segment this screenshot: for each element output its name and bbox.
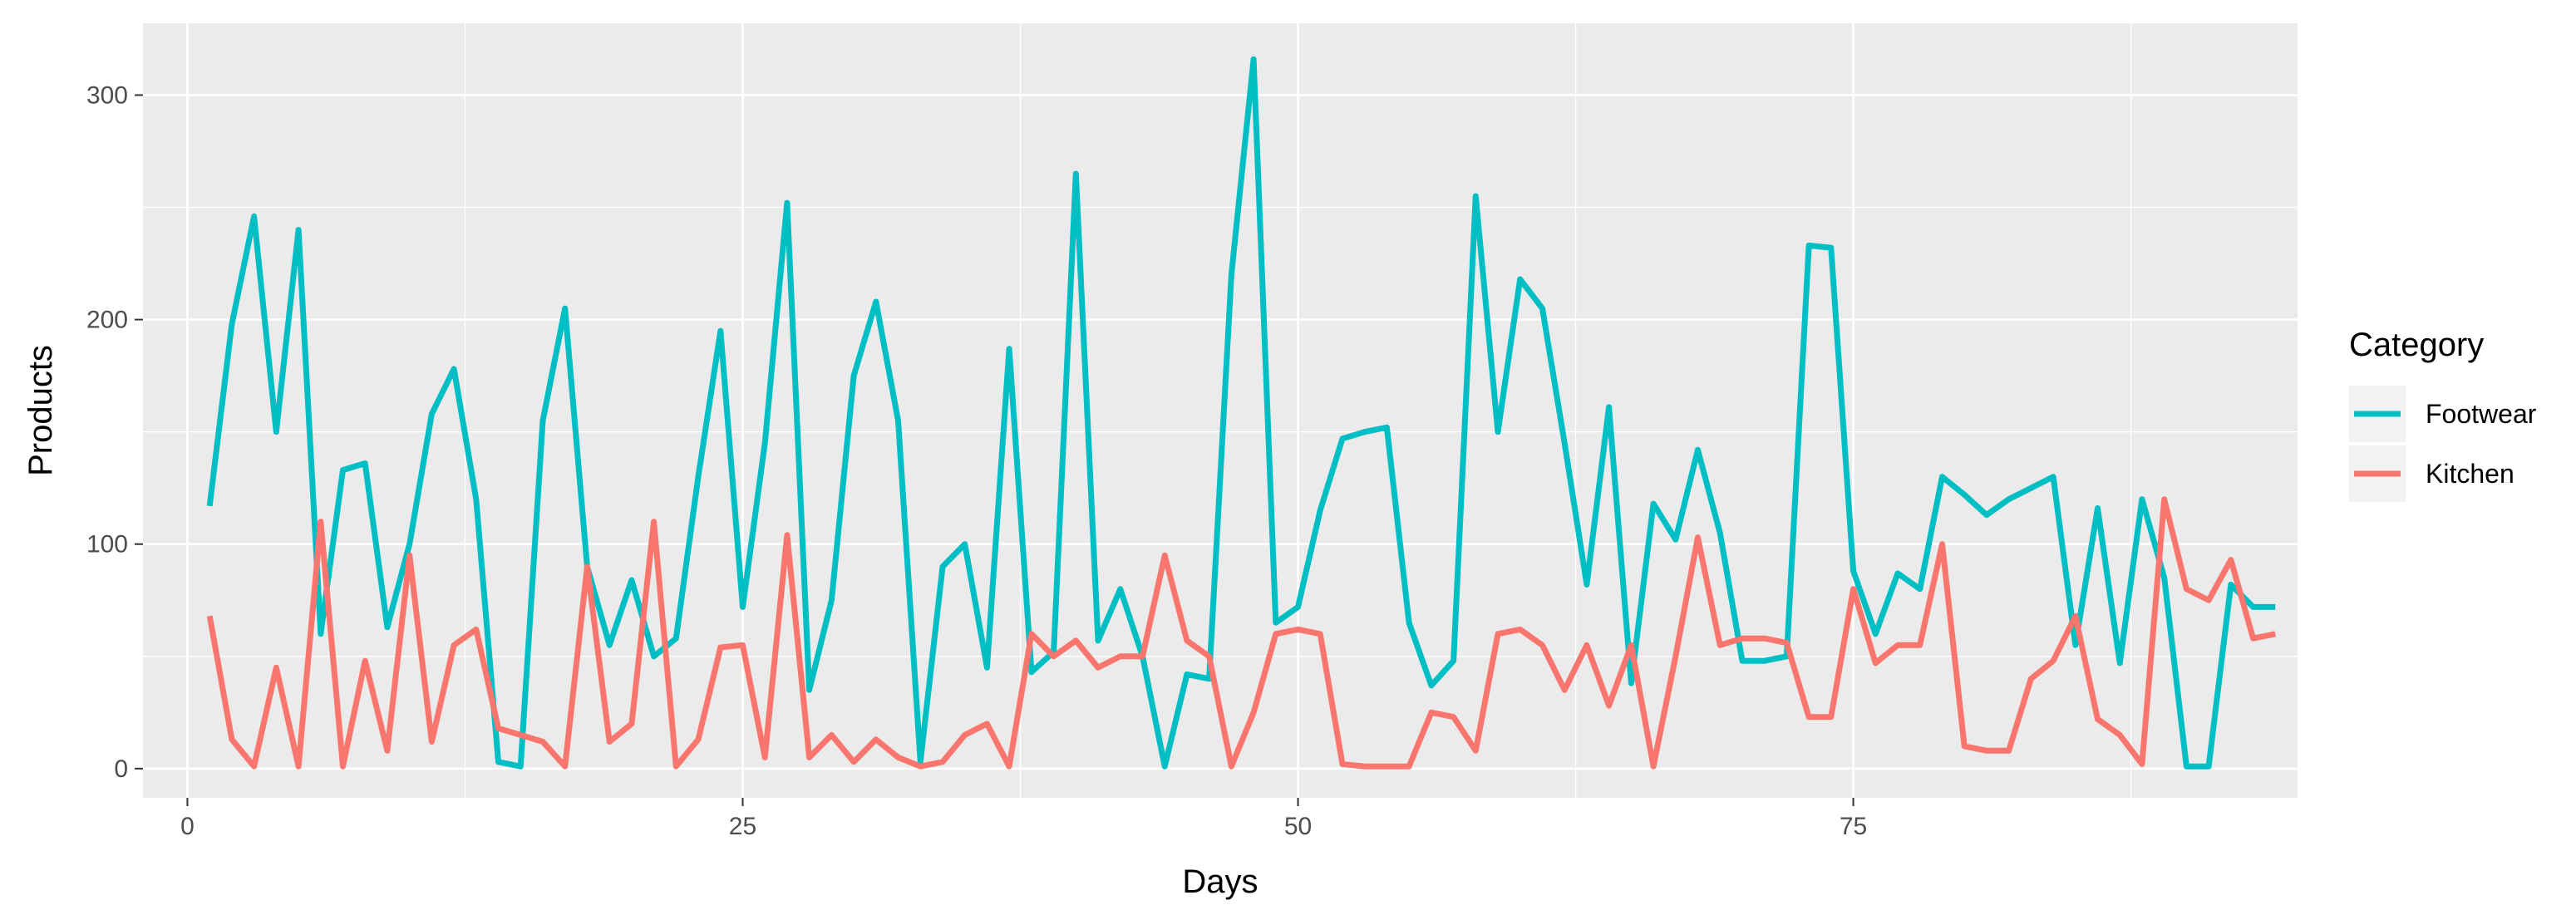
y-tick-label: 100 xyxy=(86,531,128,558)
x-tick-label: 25 xyxy=(729,813,756,840)
series-lines xyxy=(206,56,2276,770)
x-axis-title: Days xyxy=(1182,863,1258,900)
legend: Category Footwear Kitchen xyxy=(2349,327,2537,502)
legend-item-kitchen: Kitchen xyxy=(2349,445,2514,502)
y-axis-title: Products xyxy=(22,345,59,476)
legend-label: Kitchen xyxy=(2426,459,2514,489)
legend-label: Footwear xyxy=(2426,399,2537,429)
series-line-footwear xyxy=(206,56,2276,770)
plot-panel xyxy=(143,23,2298,798)
major-gridlines xyxy=(143,23,2298,798)
legend-item-footwear: Footwear xyxy=(2349,386,2537,442)
y-tick-label: 300 xyxy=(86,81,128,109)
legend-items: Footwear Kitchen xyxy=(2349,386,2537,502)
x-tick-label: 75 xyxy=(1840,813,1867,840)
y-tick-label: 0 xyxy=(114,755,128,783)
x-axis-ticks: 0 25 50 75 xyxy=(180,798,1867,840)
x-tick-label: 50 xyxy=(1284,813,1312,840)
legend-title: Category xyxy=(2349,327,2484,363)
series-line-kitchen xyxy=(206,496,2276,770)
y-tick-label: 200 xyxy=(86,307,128,334)
y-axis-ticks: 0 100 200 300 xyxy=(86,81,143,783)
x-tick-label: 0 xyxy=(180,813,195,840)
